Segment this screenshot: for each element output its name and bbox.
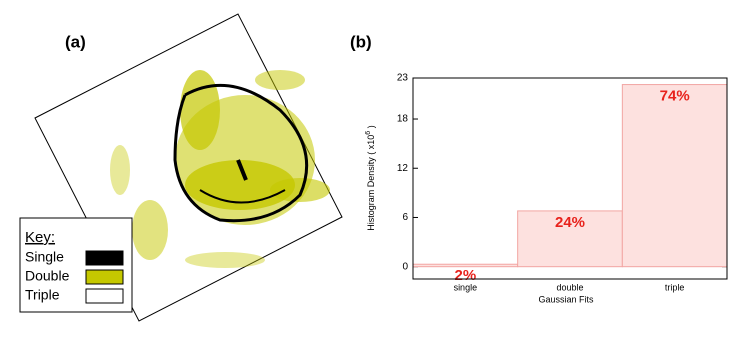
x-tick-label: single	[454, 282, 478, 292]
y-tick-label: 6	[402, 212, 408, 223]
bar-annotation: 74%	[660, 88, 690, 105]
y-label-text: Histogram Density ( x10	[366, 135, 376, 231]
key-label: Double	[25, 268, 70, 284]
map-single	[173, 83, 309, 223]
key-label: Single	[25, 249, 64, 265]
panel-label: (b)	[350, 32, 372, 51]
y-axis-label: Histogram Density ( x106 )	[365, 125, 377, 230]
panel-b: (b) Gaussian Fits Histogram Density ( x1…	[350, 32, 728, 304]
x-axis-label: Gaussian Fits	[538, 294, 594, 304]
bar	[621, 84, 728, 268]
panel-label: (a)	[65, 32, 86, 51]
key-title: Key:	[25, 229, 55, 246]
bar-annotation: 24%	[555, 214, 585, 231]
panel-a: (a) Key: Single Double Triple	[19, 13, 343, 322]
key-swatch	[85, 250, 124, 266]
y-label-text: )	[366, 125, 376, 131]
y-tick-label: 0	[402, 261, 408, 272]
key-swatch	[85, 269, 124, 285]
x-tick-label: triple	[665, 282, 685, 292]
y-label-exponent: 6	[365, 131, 372, 135]
x-tick-label: double	[556, 282, 583, 292]
y-tick-label: 18	[397, 114, 409, 125]
bar-annotation: 2%	[454, 267, 476, 284]
y-tick-label: 23	[397, 73, 409, 84]
plot-frame	[412, 77, 728, 280]
key-label: Triple	[25, 287, 60, 303]
bar	[517, 210, 623, 268]
y-tick-label: 12	[397, 163, 409, 174]
key-swatch	[85, 288, 124, 304]
